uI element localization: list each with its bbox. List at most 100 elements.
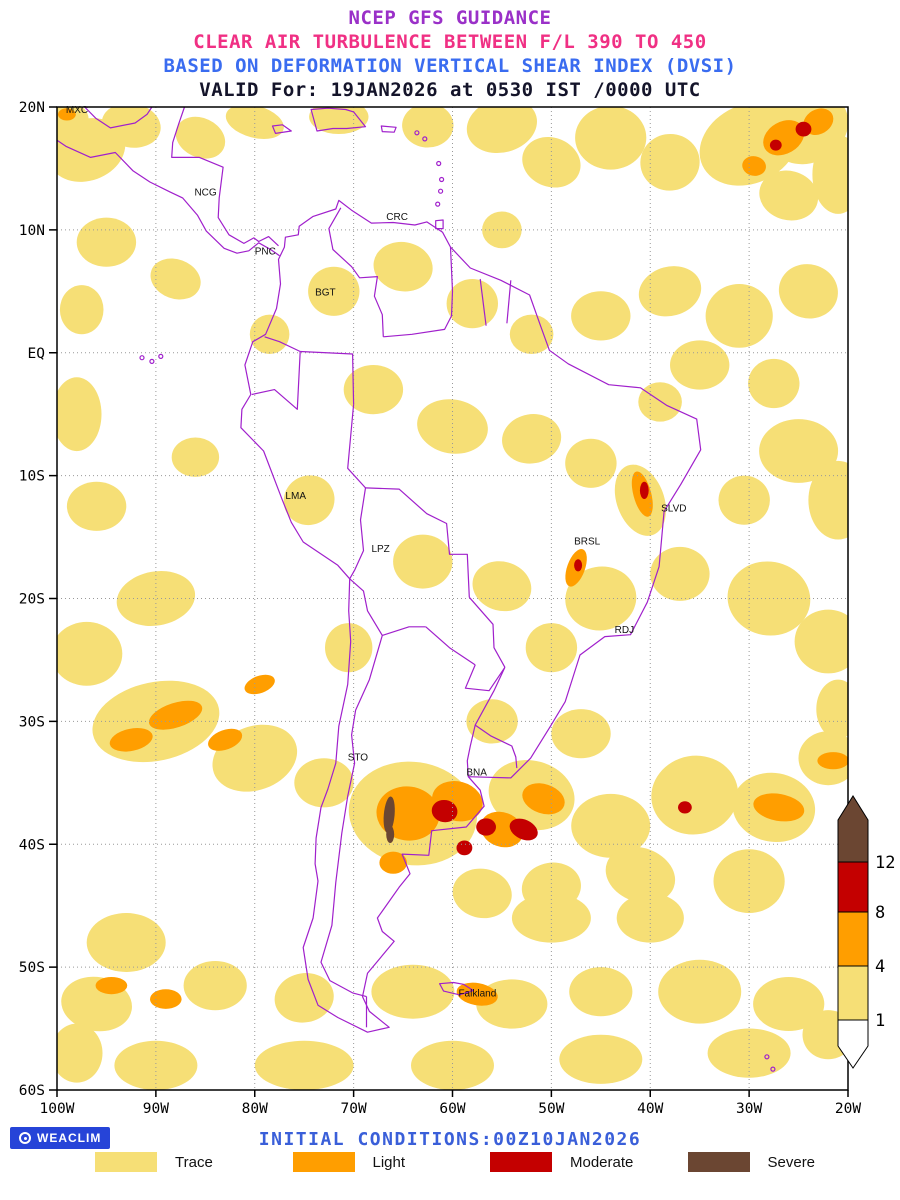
- turbulence-patch-trace: [551, 709, 611, 759]
- turbulence-patch-trace: [466, 107, 537, 154]
- turbulence-patch-light: [456, 982, 498, 1006]
- legend-item-trace: Trace: [95, 1152, 293, 1172]
- border-line: [347, 404, 366, 489]
- turbulence-patch-trace: [171, 437, 220, 477]
- turbulence-patch-trace: [502, 414, 562, 464]
- colorbar-tick-label: 1: [875, 1011, 885, 1031]
- turbulence-patch-trace: [371, 964, 455, 1019]
- turbulence-patch-trace: [393, 534, 453, 589]
- colorbar-segment-trace: [837, 965, 869, 1021]
- lat-tick-label: 40S: [19, 837, 45, 853]
- legend-item-severe: Severe: [687, 1152, 886, 1172]
- turbulence-patch-moderate: [456, 840, 473, 856]
- turbulence-patch-trace: [640, 133, 700, 191]
- legend-swatch-moderate: [490, 1152, 552, 1172]
- turbulence-patch-trace: [76, 217, 137, 267]
- turbulence-patch-trace: [511, 893, 591, 943]
- turbulence-patch-trace: [718, 475, 770, 525]
- turbulence-patch-trace: [57, 1023, 103, 1083]
- weaclim-logo-text: WEACLIM: [37, 1131, 102, 1145]
- lon-tick-label: 50W: [538, 1101, 564, 1117]
- border-line: [506, 280, 512, 324]
- city-label: CRC: [386, 212, 408, 223]
- small-island: [436, 160, 442, 167]
- coastline: [435, 219, 444, 230]
- turbulence-patch-light: [208, 728, 243, 751]
- small-island: [149, 358, 155, 364]
- turbulence-patch-light: [817, 752, 848, 770]
- lon-tick-label: 90W: [143, 1101, 169, 1117]
- title-block: NCEP GFS GUIDANCE CLEAR AIR TURBULENCE B…: [0, 6, 900, 102]
- border-line: [464, 664, 506, 692]
- city-label: SLVD: [661, 503, 686, 514]
- turbulence-patch-trace: [57, 621, 123, 686]
- lat-tick-label: 20S: [19, 592, 45, 608]
- lon-tick-label: 20W: [835, 1101, 861, 1117]
- small-island: [764, 1054, 770, 1060]
- turbulence-patch-trace: [565, 438, 617, 488]
- turbulence-patch-moderate: [476, 818, 496, 836]
- border-line: [328, 207, 384, 337]
- turbulence-patch-trace: [343, 365, 404, 415]
- turbulence-patch-trace: [670, 340, 730, 390]
- legend-label-light: Light: [372, 1153, 406, 1171]
- small-island: [422, 136, 428, 142]
- turbulence-patch-trace: [466, 699, 518, 744]
- turbulence-patch-trace: [778, 264, 838, 319]
- turbulence-patch-severe: [383, 796, 395, 834]
- turbulence-patch-moderate: [574, 559, 583, 572]
- turbulence-patch-trace: [759, 419, 839, 483]
- turbulence-patch-trace: [794, 609, 848, 674]
- small-island: [158, 353, 164, 359]
- turbulence-patch-light: [522, 783, 565, 815]
- city-label: MXC: [66, 105, 88, 116]
- turbulence-patch-trace: [116, 571, 196, 626]
- city-label: BRSL: [574, 536, 601, 547]
- small-island: [414, 130, 420, 136]
- city-label: Falkland: [458, 989, 496, 1000]
- turbulence-patch-trace: [249, 314, 290, 354]
- small-island: [435, 201, 441, 207]
- title-line-2: CLEAR AIR TURBULENCE BETWEEN F/L 390 TO …: [193, 31, 707, 53]
- weaclim-logo-icon: [19, 1132, 31, 1144]
- lat-tick-label: 10S: [19, 469, 45, 485]
- turbulence-patch-trace: [57, 377, 102, 452]
- turbulence-patch-trace: [325, 623, 373, 673]
- coastline: [56, 139, 280, 257]
- coastline: [240, 199, 702, 1033]
- colorbar-segment-light: [837, 911, 869, 967]
- turbulence-patch-light: [148, 700, 203, 730]
- city-label: LMA: [285, 491, 306, 502]
- legend-swatch-light: [292, 1152, 355, 1172]
- turbulence-patch-light: [244, 674, 275, 695]
- legend-swatch-trace: [95, 1152, 157, 1172]
- small-island: [770, 1066, 776, 1072]
- title-line-4: VALID For: 19JAN2026 at 0530 IST /0000 U…: [199, 79, 701, 101]
- turbulence-patch-trace: [575, 107, 647, 170]
- turbulence-patch-trace: [748, 358, 800, 409]
- turbulence-patch-trace: [411, 1040, 494, 1090]
- turbulence-patch-trace: [816, 679, 848, 739]
- lat-tick-label: 50S: [19, 960, 45, 976]
- small-island: [139, 355, 145, 361]
- turbulence-patch-trace: [274, 973, 334, 1023]
- turbulence-patch-trace: [254, 1040, 354, 1090]
- turbulence-patch-trace: [212, 724, 298, 792]
- turbulence-patch-trace: [472, 561, 532, 612]
- turbulence-patch-trace: [183, 961, 247, 1011]
- city-label: RDJ: [615, 625, 634, 636]
- turbulence-patch-trace: [66, 481, 127, 531]
- turbulence-patch-trace: [509, 314, 554, 354]
- turbulence-patch-trace: [308, 266, 360, 316]
- title-line-1: NCEP GFS GUIDANCE: [348, 7, 552, 29]
- colorbar-segment-moderate: [837, 861, 869, 913]
- border-line: [264, 336, 301, 353]
- turbulence-patch-trace: [446, 279, 498, 329]
- turbulence-patch-trace: [59, 285, 104, 335]
- turbulence-patch-trace: [565, 566, 637, 631]
- turbulence-patch-moderate: [678, 801, 692, 814]
- turbulence-patch-trace: [713, 849, 785, 913]
- turbulence-patch-trace: [283, 475, 335, 526]
- small-island: [439, 176, 445, 183]
- turbulence-patch-trace: [571, 291, 631, 341]
